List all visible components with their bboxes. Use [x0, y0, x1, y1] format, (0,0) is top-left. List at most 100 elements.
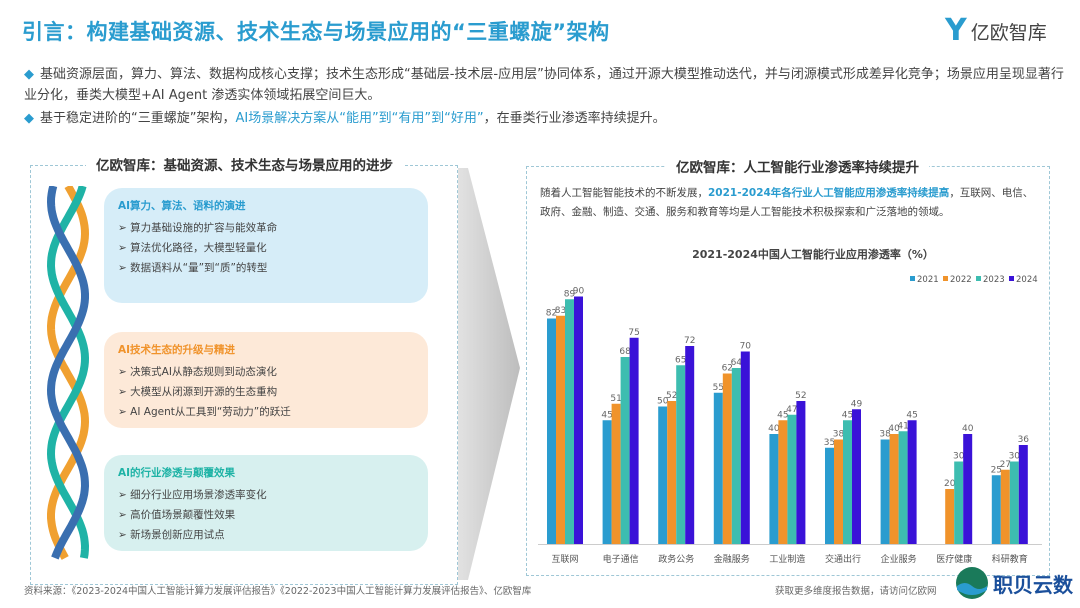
bar-2021-工业制造 — [769, 434, 779, 544]
legend-swatch — [1009, 276, 1014, 281]
bar-2023-医疗健康 — [954, 461, 964, 544]
data-label: 45 — [842, 410, 853, 420]
list-item: ➢ 大模型从闭源到开源的生态重构 — [118, 386, 278, 398]
bar-2024-交通出行 — [852, 409, 861, 544]
data-label: 68 — [619, 347, 631, 357]
data-label: 20 — [944, 479, 956, 489]
x-tick-label: 交通出行 — [825, 553, 861, 565]
right-panel-description: 随着人工智能智能技术的不断发展，2021-2024年各行业人工智能应用渗透率持续… — [540, 187, 1034, 218]
data-label: 45 — [777, 410, 788, 420]
bar-2022-电子通信 — [611, 403, 621, 544]
list-item: ➢ 决策式AI从静态规则到动态演化 — [118, 366, 277, 378]
bar-2022-医疗健康 — [945, 489, 955, 544]
bar-2022-互联网 — [556, 315, 565, 544]
data-label: 30 — [1009, 452, 1021, 462]
x-tick-label: 金融服务 — [714, 553, 750, 565]
bar-2022-金融服务 — [722, 373, 732, 544]
bar-2022-科研教育 — [1000, 469, 1010, 544]
bullet-1: ◆ 基础资源层面，算力、算法、数据构成核心支撑；技术生态形成“基础层-技术层-应用… — [24, 67, 1064, 103]
list-item: ➢ 细分行业应用场景渗透率变化 — [118, 489, 267, 501]
list-item: ➢ AI Agent从工具到“劳动力”的跃迁 — [118, 406, 291, 418]
x-tick-label: 医疗健康 — [936, 553, 972, 565]
brand-watermark: 职贝云数 — [955, 566, 1073, 600]
bar-2022-交通出行 — [834, 439, 843, 544]
bar-2021-互联网 — [547, 318, 556, 544]
card-ecosystem: AI技术生态的升级与精进 ➢ 决策式AI从静态规则到动态演化 ➢ 大模型从闭源到… — [104, 332, 428, 428]
bar-2023-政务公务 — [676, 365, 686, 544]
bar-2021-政务公务 — [658, 406, 668, 544]
bar-chart: 2021-2024中国人工智能行业应用渗透率（%） 2021 2022 2023 20… — [538, 247, 1042, 565]
data-label: 27 — [1000, 460, 1011, 470]
bar-2024-医疗健康 — [963, 434, 973, 544]
helix-icon — [46, 186, 90, 560]
data-label: 62 — [722, 364, 733, 374]
data-label: 41 — [897, 421, 908, 431]
legend-label: 2022 — [950, 275, 972, 285]
bar-2023-工业制造 — [787, 414, 797, 544]
bar-2022-企业服务 — [889, 434, 899, 544]
data-label: 52 — [666, 391, 677, 401]
data-label: 25 — [991, 465, 1002, 475]
bar-2024-互联网 — [574, 296, 583, 544]
page-title: 引言：构建基础资源、技术生态与场景应用的“三重螺旋”架构 — [22, 20, 610, 44]
bar-2024-电子通信 — [629, 337, 639, 544]
bar-2023-交通出行 — [843, 420, 852, 544]
legend-swatch — [976, 276, 981, 281]
bar-2024-金融服务 — [740, 351, 750, 544]
card-industry: AI的行业渗透与颠覆效果 ➢ 细分行业应用场景渗透率变化 ➢ 高价值场景颠覆性效… — [104, 455, 428, 551]
list-item: ➢ 数据语料从“量”到“质”的转型 — [118, 262, 268, 274]
bar-2023-金融服务 — [731, 368, 741, 544]
bar-2022-工业制造 — [778, 420, 788, 544]
data-label: 72 — [684, 336, 695, 346]
bar-2023-电子通信 — [620, 357, 630, 544]
globe-icon — [956, 567, 988, 599]
data-label: 40 — [962, 424, 974, 434]
data-label: 49 — [851, 399, 863, 409]
data-label: 83 — [555, 306, 566, 316]
data-label: 65 — [675, 355, 686, 365]
bar-2022-政务公务 — [667, 401, 677, 544]
logo: Y 亿欧智库 — [945, 13, 1047, 48]
data-label: 52 — [795, 391, 806, 401]
data-label: 51 — [610, 394, 621, 404]
data-label: 45 — [906, 410, 917, 420]
diamond-icon: ◆ — [24, 111, 34, 126]
bar-2024-政务公务 — [685, 346, 695, 544]
x-tick-label: 工业制造 — [769, 553, 805, 565]
list-item: ➢ 算法优化路径，大模型轻量化 — [118, 242, 267, 254]
bar-2021-科研教育 — [991, 475, 1001, 544]
data-label: 82 — [546, 309, 557, 319]
data-label: 30 — [953, 452, 965, 462]
source-note: 资料来源：《2023-2024中国人工智能计算力发展评估报告》《2022-202… — [24, 586, 532, 597]
x-tick-label: 科研教育 — [992, 553, 1028, 565]
data-label: 64 — [731, 358, 743, 368]
data-label: 70 — [740, 342, 752, 352]
data-label: 75 — [628, 328, 639, 338]
data-label: 40 — [888, 424, 900, 434]
legend-swatch — [943, 276, 948, 281]
left-panel-title: 亿欧智库：基础资源、技术生态与场景应用的进步 — [86, 154, 403, 174]
data-label: 90 — [573, 287, 585, 297]
list-item: ➢ 新场景创新应用试点 — [118, 529, 225, 541]
data-label: 47 — [786, 405, 797, 415]
legend-label: 2023 — [983, 275, 1005, 285]
data-label: 89 — [564, 289, 576, 299]
bar-2021-企业服务 — [880, 439, 890, 544]
data-label: 38 — [833, 430, 845, 440]
bar-2023-科研教育 — [1009, 461, 1019, 544]
list-item: ➢ 高价值场景颠覆性效果 — [118, 509, 236, 521]
list-item: ➢ 算力基础设施的扩容与能效革命 — [118, 222, 278, 234]
right-panel-title: 亿欧智库：人工智能行业渗透率持续提升 — [666, 156, 929, 176]
data-label: 36 — [1018, 435, 1030, 445]
x-tick-label: 政务公务 — [658, 553, 694, 565]
data-label: 45 — [601, 410, 612, 420]
card-compute: AI算力、算法、语料的演进 ➢ 算力基础设施的扩容与能效革命 ➢ 算法优化路径，… — [104, 188, 428, 303]
more-link[interactable]: 获取更多维度报告数据，请访问亿欧网 — [775, 586, 937, 597]
legend: 2021 2022 2023 2024 — [910, 275, 1038, 285]
data-label: 40 — [768, 424, 780, 434]
bar-2023-企业服务 — [898, 431, 908, 544]
data-label: 38 — [879, 430, 891, 440]
bar-2021-电子通信 — [602, 420, 612, 544]
data-label: 35 — [824, 438, 835, 448]
x-tick-label: 互联网 — [551, 554, 578, 565]
